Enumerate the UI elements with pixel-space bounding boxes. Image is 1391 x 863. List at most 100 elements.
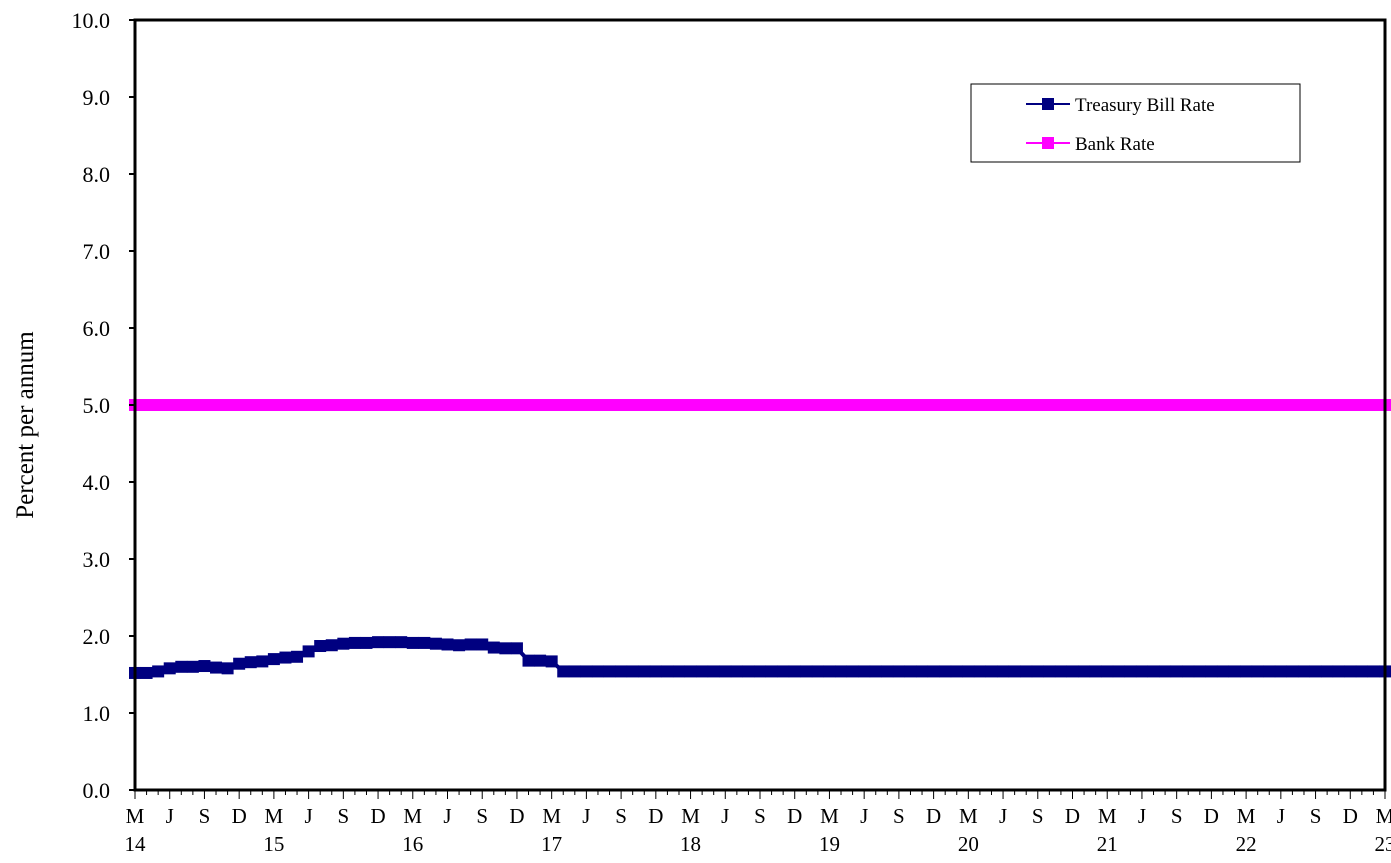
x-month-label: D: [509, 804, 524, 828]
data-point-bank-rate: [152, 399, 165, 411]
data-point-treasury-bill-rate: [1251, 665, 1264, 678]
legend-marker-bank-rate: [1042, 137, 1054, 149]
series-layer: [129, 399, 1391, 679]
data-point-treasury-bill-rate: [383, 636, 396, 649]
data-point-bank-rate: [684, 399, 697, 411]
data-point-bank-rate: [707, 399, 720, 411]
x-month-label: S: [1032, 804, 1044, 828]
data-point-bank-rate: [881, 399, 894, 411]
x-axis: M J S D M J S D M J S D M J S D M J S D M J S D M J S D M J S D M J S D M14 1…: [125, 790, 1391, 856]
x-month-label: D: [648, 804, 663, 828]
data-point-treasury-bill-rate: [221, 662, 234, 675]
data-point-bank-rate: [916, 399, 929, 411]
data-point-treasury-bill-rate: [661, 665, 674, 678]
data-point-bank-rate: [730, 399, 743, 411]
data-point-bank-rate: [788, 399, 801, 411]
legend-marker-treasury-bill: [1042, 98, 1054, 110]
data-point-treasury-bill-rate: [487, 641, 500, 654]
data-point-bank-rate: [314, 399, 327, 411]
data-point-treasury-bill-rate: [395, 636, 408, 649]
data-point-treasury-bill-rate: [707, 665, 720, 678]
data-point-bank-rate: [163, 399, 176, 411]
data-point-treasury-bill-rate: [973, 665, 986, 678]
data-point-treasury-bill-rate: [742, 665, 755, 678]
data-point-bank-rate: [858, 399, 871, 411]
data-point-treasury-bill-rate: [1112, 665, 1125, 678]
data-point-treasury-bill-rate: [997, 665, 1010, 678]
data-point-bank-rate: [256, 399, 269, 411]
data-point-treasury-bill-rate: [568, 665, 581, 678]
data-point-treasury-bill-rate: [1263, 665, 1276, 678]
x-month-label: M: [1098, 804, 1117, 828]
data-point-bank-rate: [441, 399, 454, 411]
data-point-treasury-bill-rate: [186, 660, 199, 673]
data-point-treasury-bill-rate: [476, 638, 489, 651]
y-tick-label: 3.0: [83, 547, 111, 572]
data-point-treasury-bill-rate: [1332, 665, 1345, 678]
data-point-bank-rate: [1066, 399, 1079, 411]
data-point-bank-rate: [325, 399, 338, 411]
data-point-bank-rate: [1205, 399, 1218, 411]
data-point-treasury-bill-rate: [163, 662, 176, 675]
x-month-label: J: [1277, 804, 1285, 828]
data-point-treasury-bill-rate: [348, 636, 361, 649]
legend-label-bank-rate: Bank Rate: [1075, 134, 1155, 155]
data-point-bank-rate: [522, 399, 535, 411]
data-point-bank-rate: [348, 399, 361, 411]
data-point-bank-rate: [175, 399, 188, 411]
x-year-label: 17: [541, 832, 562, 856]
data-point-treasury-bill-rate: [823, 665, 836, 678]
x-month-label: M: [820, 804, 839, 828]
data-point-treasury-bill-rate: [464, 638, 477, 651]
data-point-bank-rate: [835, 399, 848, 411]
x-month-label: M: [681, 804, 700, 828]
data-point-bank-rate: [1135, 399, 1148, 411]
data-point-bank-rate: [1297, 399, 1310, 411]
data-point-treasury-bill-rate: [406, 636, 419, 649]
data-point-treasury-bill-rate: [198, 660, 211, 673]
data-point-treasury-bill-rate: [939, 665, 952, 678]
data-point-treasury-bill-rate: [1355, 665, 1368, 678]
data-point-treasury-bill-rate: [649, 665, 662, 678]
data-point-treasury-bill-rate: [892, 665, 905, 678]
x-month-label: D: [787, 804, 802, 828]
data-point-treasury-bill-rate: [638, 665, 651, 678]
x-month-label: M: [403, 804, 422, 828]
data-point-bank-rate: [591, 399, 604, 411]
data-point-bank-rate: [140, 399, 153, 411]
data-point-bank-rate: [499, 399, 512, 411]
data-point-treasury-bill-rate: [765, 665, 778, 678]
legend: Treasury Bill Rate Bank Rate: [970, 83, 1301, 163]
x-month-label: M: [1376, 804, 1391, 828]
data-point-bank-rate: [186, 399, 199, 411]
data-point-bank-rate: [962, 399, 975, 411]
data-point-treasury-bill-rate: [811, 665, 824, 678]
data-point-treasury-bill-rate: [754, 665, 766, 678]
data-point-bank-rate: [950, 399, 963, 411]
data-point-treasury-bill-rate: [1240, 665, 1253, 678]
data-point-bank-rate: [869, 399, 882, 411]
y-axis: 0.0 1.0 2.0 3.0 4.0 5.0 6.0 7.0 8.0 9.0 10.0: [72, 8, 135, 803]
data-point-treasury-bill-rate: [730, 665, 743, 678]
data-point-treasury-bill-rate: [1321, 665, 1334, 678]
data-point-bank-rate: [418, 399, 431, 411]
data-point-treasury-bill-rate: [337, 637, 350, 650]
data-point-treasury-bill-rate: [1043, 665, 1056, 678]
data-point-treasury-bill-rate: [615, 665, 628, 678]
data-point-bank-rate: [302, 399, 315, 411]
data-point-treasury-bill-rate: [1205, 665, 1218, 678]
data-point-treasury-bill-rate: [846, 665, 859, 678]
data-point-treasury-bill-rate: [788, 665, 801, 678]
y-tick-label: 2.0: [83, 624, 111, 649]
data-point-bank-rate: [939, 399, 952, 411]
x-month-label: M: [265, 804, 284, 828]
data-point-treasury-bill-rate: [267, 653, 280, 666]
x-month-label: J: [582, 804, 590, 828]
data-point-bank-rate: [233, 399, 246, 411]
data-point-treasury-bill-rate: [1031, 665, 1044, 678]
data-point-treasury-bill-rate: [325, 639, 338, 652]
legend-box: [970, 83, 1301, 163]
data-point-treasury-bill-rate: [256, 655, 269, 668]
legend-label-treasury-bill: Treasury Bill Rate: [1075, 95, 1215, 116]
